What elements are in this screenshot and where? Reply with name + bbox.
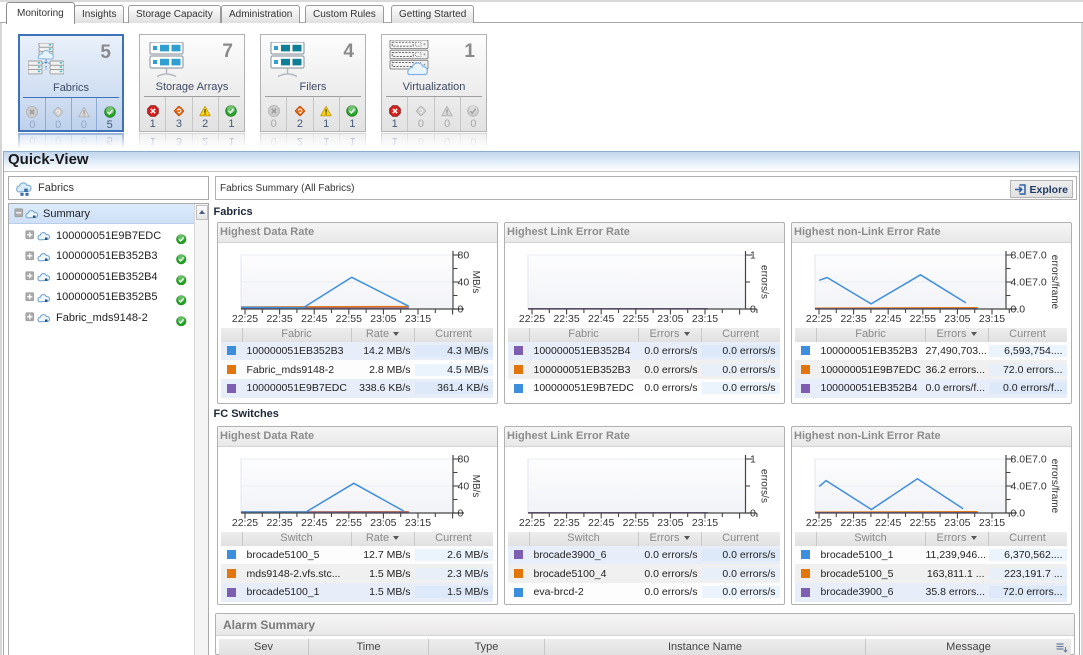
svg-text:22:25: 22:25 <box>231 313 257 325</box>
svg-text:errors/s: errors/s <box>758 265 769 299</box>
svg-text:22:35: 22:35 <box>553 517 579 529</box>
svg-text:0.0: 0.0 <box>1010 507 1025 519</box>
svg-text:22:45: 22:45 <box>875 313 901 325</box>
svg-text:22:45: 22:45 <box>301 313 327 325</box>
svg-text:0: 0 <box>750 303 756 315</box>
svg-text:23:15: 23:15 <box>691 517 717 529</box>
svg-text:8.0E7.0: 8.0E7.0 <box>1010 249 1046 261</box>
svg-text:8.0E7.0: 8.0E7.0 <box>1010 453 1046 465</box>
svg-text:MB/s: MB/s <box>470 270 481 293</box>
svg-text:22:45: 22:45 <box>875 517 901 529</box>
svg-text:23:05: 23:05 <box>370 517 396 529</box>
svg-text:22:25: 22:25 <box>805 517 831 529</box>
svg-text:80: 80 <box>457 249 469 261</box>
svg-text:22:55: 22:55 <box>335 517 361 529</box>
svg-text:22:55: 22:55 <box>622 313 648 325</box>
svg-text:1: 1 <box>750 453 756 465</box>
svg-text:22:55: 22:55 <box>335 313 361 325</box>
svg-text:22:35: 22:35 <box>266 313 292 325</box>
svg-text:23:05: 23:05 <box>657 517 683 529</box>
svg-text:22:55: 22:55 <box>909 313 935 325</box>
svg-text:23:05: 23:05 <box>657 313 683 325</box>
svg-text:22:35: 22:35 <box>840 313 866 325</box>
svg-text:22:55: 22:55 <box>909 517 935 529</box>
svg-text:22:35: 22:35 <box>840 517 866 529</box>
svg-text:23:15: 23:15 <box>404 313 430 325</box>
svg-text:80: 80 <box>457 453 469 465</box>
svg-text:23:05: 23:05 <box>944 517 970 529</box>
svg-text:errors/frame: errors/frame <box>1049 254 1060 309</box>
svg-text:4.0E7.0: 4.0E7.0 <box>1010 276 1046 288</box>
svg-text:23:15: 23:15 <box>404 517 430 529</box>
svg-text:22:45: 22:45 <box>301 517 327 529</box>
svg-text:0: 0 <box>750 507 756 519</box>
svg-text:0: 0 <box>457 507 463 519</box>
svg-text:MB/s: MB/s <box>470 474 481 497</box>
svg-text:22:25: 22:25 <box>231 517 257 529</box>
svg-text:40: 40 <box>457 480 469 492</box>
svg-text:22:55: 22:55 <box>622 517 648 529</box>
svg-text:22:25: 22:25 <box>518 517 544 529</box>
svg-text:23:15: 23:15 <box>691 313 717 325</box>
svg-text:23:05: 23:05 <box>944 313 970 325</box>
svg-text:22:35: 22:35 <box>553 313 579 325</box>
svg-text:22:45: 22:45 <box>588 517 614 529</box>
svg-text:22:25: 22:25 <box>805 313 831 325</box>
svg-text:0: 0 <box>457 303 463 315</box>
svg-text:22:45: 22:45 <box>588 313 614 325</box>
svg-text:23:05: 23:05 <box>370 313 396 325</box>
svg-text:23:15: 23:15 <box>978 517 1004 529</box>
svg-text:errors/frame: errors/frame <box>1049 458 1060 513</box>
svg-text:1: 1 <box>750 249 756 261</box>
svg-text:errors/s: errors/s <box>758 469 769 503</box>
svg-text:0.0: 0.0 <box>1010 303 1025 315</box>
svg-text:22:35: 22:35 <box>266 517 292 529</box>
svg-text:22:25: 22:25 <box>518 313 544 325</box>
svg-text:4.0E7.0: 4.0E7.0 <box>1010 480 1046 492</box>
svg-text:40: 40 <box>457 276 469 288</box>
svg-text:23:15: 23:15 <box>978 313 1004 325</box>
